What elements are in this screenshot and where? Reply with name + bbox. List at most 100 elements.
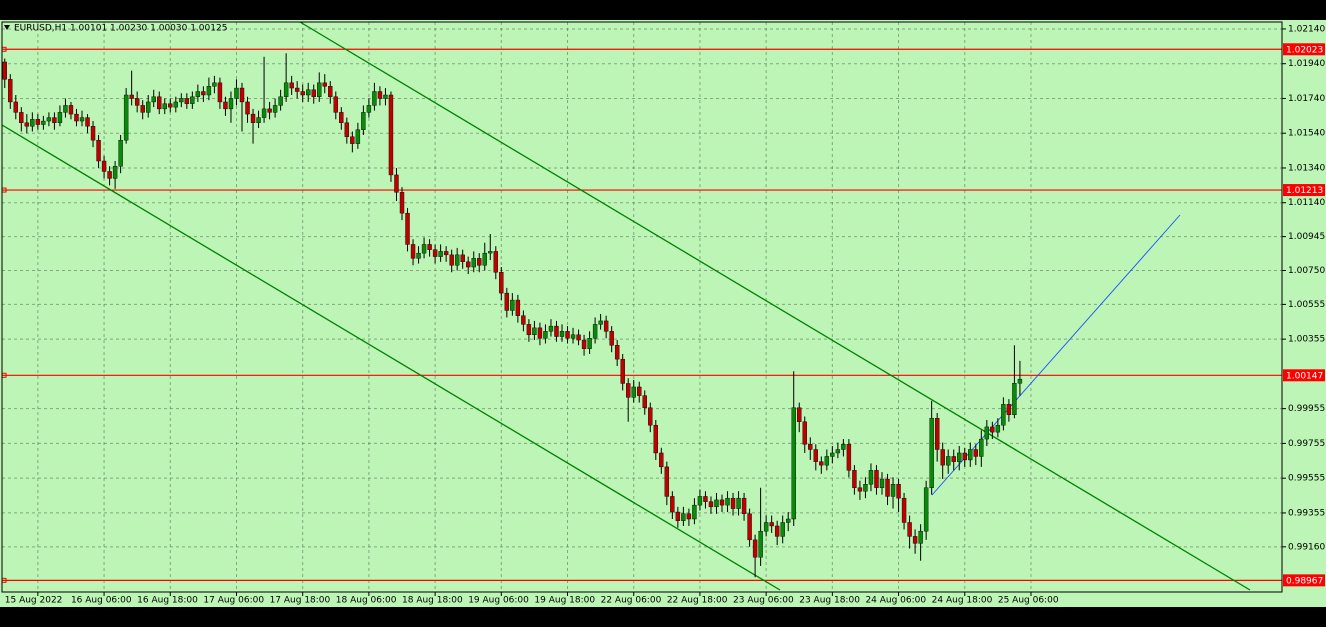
candle-body bbox=[24, 122, 30, 127]
candle-body bbox=[570, 334, 576, 339]
candle-body bbox=[416, 252, 421, 259]
candle-body bbox=[675, 511, 681, 521]
candle-body bbox=[686, 513, 692, 520]
candle-body bbox=[725, 497, 730, 506]
candle-body bbox=[228, 98, 234, 110]
candle-body bbox=[361, 112, 366, 130]
candle-body bbox=[112, 166, 118, 179]
candle-body bbox=[107, 171, 112, 179]
candle-body bbox=[173, 101, 178, 108]
candle-body bbox=[328, 86, 333, 97]
candle-body bbox=[8, 79, 13, 103]
candle-body bbox=[918, 530, 923, 544]
level-label: 0.98967 bbox=[1286, 576, 1323, 586]
candle-body bbox=[355, 129, 361, 144]
candle-body bbox=[802, 421, 807, 445]
candle-body bbox=[957, 452, 962, 462]
candle-body bbox=[614, 345, 620, 360]
candle-body bbox=[35, 119, 41, 125]
candle-body bbox=[366, 105, 372, 113]
x-tick-label: 19 Aug 06:00 bbox=[468, 596, 529, 606]
candle-body bbox=[184, 98, 190, 104]
y-tick-label: 1.01740 bbox=[1288, 94, 1325, 104]
candle-body bbox=[786, 518, 791, 523]
candle-body bbox=[460, 254, 465, 263]
candle-body bbox=[311, 89, 316, 97]
x-tick-label: 19 Aug 18:00 bbox=[534, 596, 595, 606]
candle-body bbox=[548, 325, 554, 332]
candle-body bbox=[190, 96, 195, 104]
candle-body bbox=[1017, 378, 1023, 384]
candle-body bbox=[703, 496, 708, 502]
x-tick-label: 24 Aug 06:00 bbox=[865, 596, 926, 606]
candle-body bbox=[637, 386, 642, 396]
candle-body bbox=[758, 530, 763, 558]
y-tick-label: 1.02140 bbox=[1288, 24, 1325, 34]
candle-body bbox=[443, 251, 449, 256]
candle-body bbox=[2, 61, 7, 80]
candle-body bbox=[653, 424, 658, 454]
candle-body bbox=[388, 94, 394, 176]
y-tick-label: 1.01340 bbox=[1288, 163, 1325, 173]
candle-body bbox=[195, 91, 201, 97]
menu-arrow[interactable] bbox=[4, 25, 10, 30]
level-badge bbox=[1283, 43, 1325, 56]
candle-body bbox=[664, 466, 670, 497]
candle-body bbox=[863, 484, 868, 492]
candle-body bbox=[234, 87, 239, 99]
candle-body bbox=[493, 251, 498, 273]
y-tick-label: 1.00945 bbox=[1288, 232, 1325, 242]
candle-body bbox=[377, 91, 383, 99]
candle-body bbox=[317, 82, 322, 97]
plot-frame bbox=[1, 21, 1283, 593]
channel-upper bbox=[299, 21, 1251, 591]
candle-body bbox=[946, 456, 951, 466]
candle-body bbox=[454, 254, 460, 266]
y-tick-label: 1.01140 bbox=[1288, 198, 1325, 208]
x-tick-label: 17 Aug 06:00 bbox=[203, 596, 264, 606]
y-tick-label: 1.00355 bbox=[1288, 335, 1325, 345]
candle-body bbox=[1006, 404, 1012, 415]
candle-body bbox=[631, 386, 636, 398]
candle-body bbox=[1012, 383, 1017, 415]
candle-body bbox=[532, 327, 537, 336]
labels: 1.02140 1.01940 1.01740 1.01540 1.01340 1.011… bbox=[5, 24, 1326, 605]
candle-body bbox=[962, 452, 967, 461]
candles bbox=[2, 53, 1023, 578]
candle-body bbox=[41, 120, 46, 125]
candle-body bbox=[30, 119, 35, 127]
candle-body bbox=[52, 117, 57, 123]
candle-body bbox=[852, 470, 857, 488]
y-tick-label: 1.01940 bbox=[1288, 59, 1325, 69]
candle-body bbox=[306, 89, 311, 96]
x-tick-label: 23 Aug 18:00 bbox=[799, 596, 860, 606]
candle-body bbox=[692, 504, 697, 520]
candle-body bbox=[984, 426, 990, 440]
candle-body bbox=[146, 101, 151, 113]
candle-body bbox=[598, 320, 603, 325]
candle-body bbox=[129, 94, 134, 99]
candle-body bbox=[968, 449, 973, 461]
candle-body bbox=[587, 338, 592, 349]
candle-body bbox=[543, 331, 548, 339]
candle-body bbox=[642, 395, 647, 408]
candle-body bbox=[973, 449, 978, 457]
candle-body bbox=[157, 96, 162, 110]
candle-body bbox=[466, 261, 471, 268]
candle-body bbox=[874, 470, 879, 488]
chart-background bbox=[0, 20, 1326, 607]
x-tick-label: 18 Aug 06:00 bbox=[336, 596, 397, 606]
candle-body bbox=[736, 497, 741, 509]
candle-body bbox=[383, 94, 388, 99]
candle-body bbox=[648, 407, 653, 426]
x-tick-label: 17 Aug 18:00 bbox=[270, 596, 331, 606]
candle-body bbox=[923, 487, 929, 532]
candle-body bbox=[620, 358, 625, 384]
candle-body bbox=[763, 522, 769, 532]
candle-body bbox=[217, 82, 223, 103]
candle-body bbox=[841, 444, 846, 450]
x-tick-label: 18 Aug 18:00 bbox=[402, 596, 463, 606]
candle-body bbox=[907, 522, 912, 537]
candle-body bbox=[289, 82, 294, 89]
candle-body bbox=[929, 418, 934, 488]
